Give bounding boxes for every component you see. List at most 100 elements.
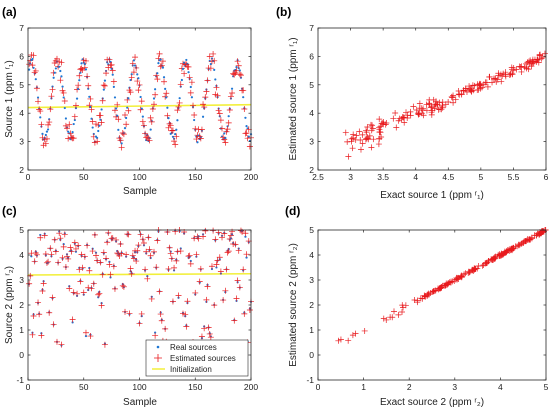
- estimated-source-point: [33, 251, 40, 258]
- estimated-source-point: [29, 62, 36, 69]
- estimate-vs-exact-point: [510, 244, 517, 251]
- estimate-vs-exact-point: [446, 279, 453, 286]
- estimated-source-point: [173, 257, 180, 264]
- real-source-point: [214, 78, 217, 81]
- y-tick-label: 7: [19, 23, 24, 33]
- estimate-vs-exact-point: [496, 251, 503, 258]
- estimate-vs-exact-point: [517, 64, 524, 71]
- estimate-vs-exact-point: [348, 135, 355, 142]
- panel-d-ylabel: Estimated source 2 (ppm ʳ₂): [288, 243, 299, 367]
- estimate-vs-exact-point: [455, 276, 462, 283]
- real-source-point: [175, 128, 178, 131]
- x-tick-label: 0: [26, 172, 31, 182]
- panel-b-marks: [342, 50, 548, 160]
- estimate-vs-exact-point: [401, 119, 408, 126]
- estimated-source-point: [49, 294, 56, 301]
- estimate-vs-exact-point: [344, 138, 351, 145]
- legend-estimated-label: Estimated sources: [170, 354, 236, 363]
- estimate-vs-exact-point: [474, 265, 481, 272]
- x-tick-label: 50: [79, 382, 89, 392]
- estimated-source-point: [163, 90, 170, 97]
- estimated-source-point: [101, 341, 108, 348]
- real-source-point: [120, 142, 123, 145]
- estimated-source-point: [46, 119, 53, 126]
- estimated-source-point: [110, 78, 117, 85]
- estimated-source-point: [66, 285, 73, 292]
- estimated-source-point: [57, 235, 64, 242]
- estimate-vs-exact-point: [350, 135, 357, 142]
- estimated-source-point: [89, 248, 96, 255]
- estimated-source-point: [43, 135, 50, 142]
- y-tick-label: 2: [309, 300, 314, 310]
- real-source-point: [80, 62, 83, 65]
- y-tick-label: 7: [309, 23, 314, 33]
- real-source-point: [238, 69, 241, 72]
- estimate-vs-exact-point: [364, 123, 371, 130]
- estimated-source-point: [113, 236, 120, 243]
- estimate-vs-exact-point: [429, 288, 436, 295]
- estimated-source-point: [64, 253, 71, 260]
- estimate-vs-exact-point: [391, 308, 398, 315]
- estimated-source-point: [75, 82, 82, 89]
- estimated-source-point: [71, 113, 78, 120]
- estimate-vs-exact-point: [393, 124, 400, 131]
- legend-box: [145, 339, 249, 377]
- estimated-source-point: [159, 58, 166, 65]
- estimated-source-point: [108, 61, 115, 68]
- real-source-point: [89, 105, 92, 109]
- estimated-source-point: [225, 119, 232, 126]
- y-tick-label: 2: [309, 165, 314, 175]
- real-source-point: [52, 76, 55, 79]
- real-source-point: [36, 96, 40, 99]
- estimate-vs-exact-point: [527, 236, 534, 243]
- estimate-vs-exact-point: [523, 237, 530, 244]
- estimated-source-point: [29, 331, 36, 338]
- estimated-source-point: [148, 118, 155, 125]
- estimated-source-point: [227, 93, 234, 100]
- estimated-source-point: [173, 133, 180, 140]
- estimated-source-point: [242, 230, 249, 237]
- real-source-point: [97, 129, 100, 133]
- estimate-vs-exact-point: [359, 140, 366, 147]
- real-source-point: [109, 60, 112, 63]
- estimate-vs-exact-point: [342, 129, 349, 136]
- estimated-source-point: [134, 247, 141, 254]
- estimated-source-point: [162, 93, 169, 100]
- estimated-source-point: [186, 252, 193, 259]
- real-source-point: [235, 66, 238, 69]
- estimated-source-point: [62, 122, 69, 129]
- real-source-point: [164, 87, 167, 90]
- estimated-source-point: [86, 102, 93, 109]
- estimate-vs-exact-point: [469, 266, 476, 273]
- real-source-point: [154, 88, 157, 91]
- estimated-source-point: [184, 298, 191, 305]
- estimated-source-point: [153, 264, 160, 271]
- estimate-vs-exact-point: [538, 55, 545, 62]
- real-source-point: [111, 73, 114, 76]
- estimate-vs-exact-point: [349, 332, 356, 339]
- estimated-source-point: [69, 316, 76, 323]
- real-source-point: [176, 119, 179, 122]
- x-tick-label: 5: [544, 382, 549, 392]
- estimated-source-point: [202, 94, 209, 101]
- estimated-source-point: [174, 107, 181, 114]
- estimated-source-point: [109, 235, 116, 242]
- estimated-source-point: [128, 270, 135, 277]
- panel-b-frame: [317, 27, 547, 171]
- estimate-vs-exact-point: [428, 111, 435, 118]
- real-source-point: [201, 115, 205, 118]
- real-source-point: [245, 124, 248, 128]
- estimate-vs-exact-point: [528, 235, 535, 242]
- estimated-source-point: [148, 295, 155, 302]
- real-source-point: [113, 96, 117, 99]
- estimated-source-point: [241, 106, 248, 113]
- estimated-source-point: [59, 254, 66, 261]
- estimated-source-point: [133, 258, 140, 265]
- real-source-point: [230, 87, 234, 90]
- real-source-point: [208, 59, 211, 63]
- estimated-source-point: [138, 310, 145, 317]
- estimated-source-point: [221, 136, 228, 143]
- estimated-source-point: [88, 285, 95, 292]
- real-source-point: [83, 62, 86, 66]
